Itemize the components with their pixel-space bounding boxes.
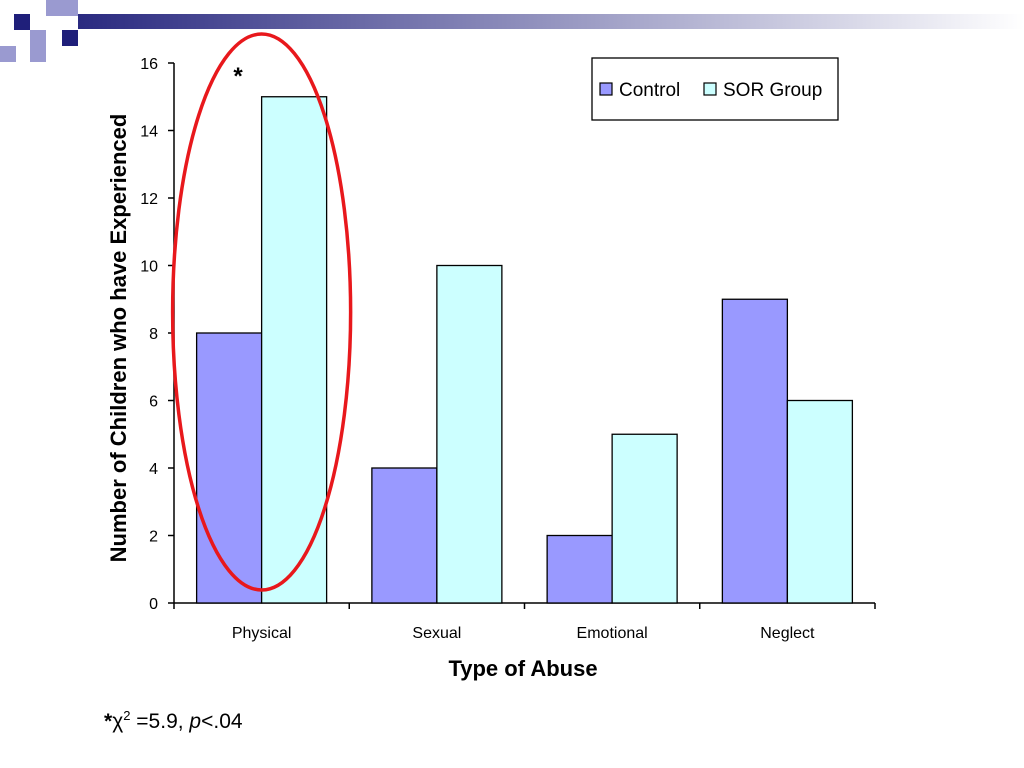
checker-square — [62, 0, 78, 16]
checker-square — [30, 30, 46, 46]
significance-marker: * — [233, 63, 243, 90]
y-tick-label: 16 — [140, 56, 158, 73]
chi-square-footnote: *χ2 =5.9, p<.04 — [104, 708, 243, 734]
chi-exponent: 2 — [123, 708, 131, 723]
bar-sor-group — [436, 264, 503, 604]
legend: Control SOR Group — [591, 57, 839, 121]
x-axis-title: Type of Abuse — [448, 656, 597, 681]
footnote-star: * — [104, 710, 113, 733]
y-tick-label: 0 — [149, 596, 158, 613]
y-tick-label: 4 — [149, 461, 158, 478]
x-axis: Physical Sexual Emotional Neglect — [173, 602, 876, 642]
y-tick-label: 2 — [149, 529, 158, 546]
chi-symbol: χ — [112, 710, 124, 733]
bar-sor-group — [786, 399, 854, 604]
y-tick-label: 6 — [149, 394, 158, 411]
bar-sor-group — [611, 433, 678, 604]
y-tick-label: 8 — [149, 326, 158, 343]
y-tick-label: 14 — [140, 124, 158, 141]
legend-swatch — [599, 82, 613, 96]
y-axis: 0 2 4 6 8 10 12 14 16 — [140, 56, 175, 613]
chi-square-value: =5.9, — [130, 710, 190, 733]
bar-control — [721, 298, 789, 604]
checker-squares — [0, 0, 78, 62]
bar-chart: 0 2 4 6 8 10 12 14 16 Physical Sexual Emotional Neg… — [106, 32, 876, 681]
legend-label: SOR Group — [723, 80, 822, 101]
bar-control — [371, 467, 438, 604]
legend-label: Control — [619, 80, 680, 101]
y-tick-label: 12 — [140, 191, 158, 208]
slide-corner-decoration — [0, 0, 1024, 62]
checker-square — [46, 0, 62, 16]
checker-square — [62, 30, 78, 46]
legend-swatch — [703, 82, 717, 96]
bar-control — [546, 534, 613, 604]
p-symbol: p — [189, 710, 202, 733]
highlight-ellipse — [170, 32, 353, 592]
title-gradient-band — [78, 14, 1024, 29]
checker-square — [14, 14, 30, 30]
x-tick-label: Neglect — [760, 625, 815, 642]
checker-square — [30, 46, 46, 62]
x-tick-label: Physical — [232, 625, 292, 642]
p-value: <.04 — [201, 710, 243, 733]
checker-square — [0, 46, 16, 62]
bars — [195, 96, 854, 604]
y-axis-title: Number of Children who have Experienced — [106, 114, 131, 563]
x-tick-label: Sexual — [412, 625, 461, 642]
x-tick-label: Emotional — [577, 625, 648, 642]
y-tick-label: 10 — [140, 259, 158, 276]
bar-sor-group — [260, 96, 328, 604]
bar-control — [195, 332, 263, 604]
